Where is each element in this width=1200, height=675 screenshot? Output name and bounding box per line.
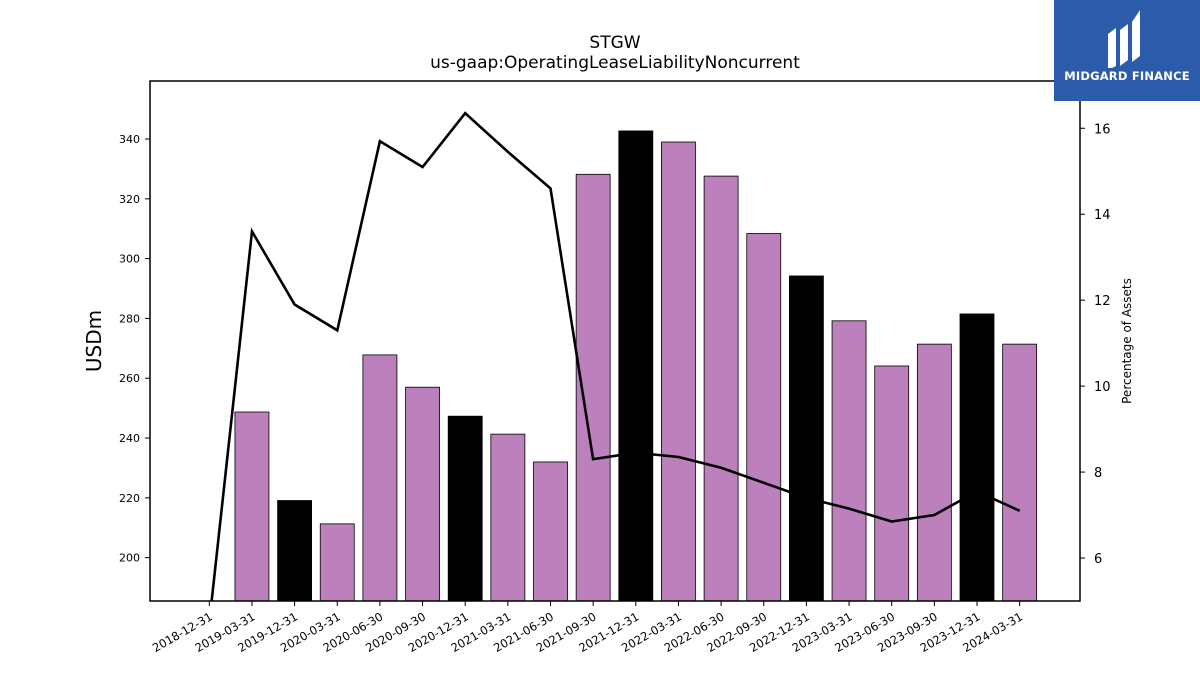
y-tick-label: 200	[119, 552, 140, 565]
bar	[831, 320, 867, 602]
bar	[490, 433, 526, 602]
bar	[703, 175, 739, 602]
y2-tick-label: 12	[1094, 294, 1111, 309]
y2-axis-label: Percentage of Assets	[1120, 278, 1134, 404]
y-tick-label: 260	[119, 372, 140, 385]
bar	[277, 500, 313, 602]
right-axis: 6 8 10 12 14 16	[1080, 122, 1111, 567]
plot-frame	[149, 80, 1081, 602]
y-axis-label: USDm	[82, 310, 106, 372]
bar	[789, 275, 824, 602]
bar	[1002, 343, 1038, 602]
y-tick-label: 240	[119, 432, 140, 445]
bar	[405, 386, 440, 602]
logo-mark-icon	[1108, 10, 1140, 68]
chart-subtitle: us-gaap:OperatingLeaseLiabilityNoncurren…	[430, 53, 800, 73]
y-tick-label: 220	[119, 492, 140, 505]
y2-tick-label: 8	[1094, 466, 1102, 481]
left-axis: 200 220 240 260 280 300 320 340	[119, 133, 150, 565]
y-tick-label: 300	[119, 253, 140, 266]
bar	[874, 365, 910, 602]
y2-tick-label: 16	[1094, 122, 1111, 137]
chart-title: STGW	[589, 33, 640, 53]
bar	[618, 130, 654, 602]
y2-tick-label: 6	[1094, 552, 1102, 567]
bar	[447, 415, 483, 602]
logo-text: MIDGARD FINANCE	[1064, 69, 1190, 83]
y-tick-label: 340	[119, 133, 140, 146]
bar	[746, 233, 782, 602]
y-tick-label: 320	[119, 193, 140, 206]
bar-series	[234, 130, 1038, 602]
y-tick-label: 280	[119, 312, 140, 325]
bar	[362, 354, 398, 602]
brand-logo: MIDGARD FINANCE	[1054, 0, 1200, 101]
bar	[959, 313, 995, 602]
x-axis: 2018-12-312019-03-312019-12-312020-03-31…	[150, 601, 1025, 655]
line-path	[210, 111, 1021, 601]
bar	[319, 523, 355, 602]
bar	[234, 411, 270, 602]
bar	[661, 141, 696, 602]
bar	[916, 343, 952, 602]
y2-tick-label: 10	[1094, 380, 1111, 395]
bar	[533, 461, 568, 602]
line-series	[210, 111, 1021, 601]
y2-tick-label: 14	[1094, 208, 1111, 223]
